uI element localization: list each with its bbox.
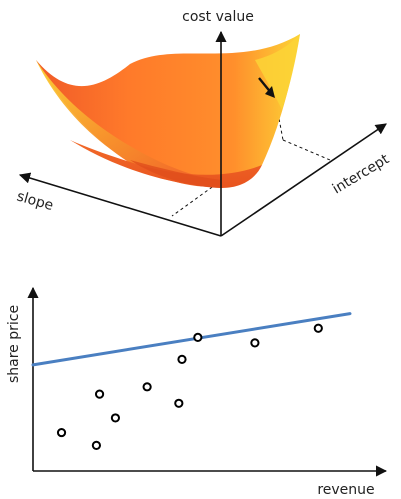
projection-guides [171,112,331,217]
scatter-point [174,398,184,408]
scatter-point [250,338,260,348]
scatter-points [56,323,323,450]
scatter-chart: revenue share price [6,286,388,498]
vertical-axis-label: cost value [182,9,254,25]
scatter-point [94,389,105,399]
scatter-y-label: share price [6,305,22,383]
surface-base [70,140,262,188]
scatter-point [91,440,102,450]
slope-axis [18,172,222,237]
surface-left-rim [36,60,222,187]
slope-axis-label: slope [15,188,55,214]
surface-axes [18,30,387,237]
scatter-point [142,382,152,392]
scatter-point [177,354,187,364]
arrow-down-right-icon [258,77,275,98]
scatter-axes [27,286,388,477]
scatter-point [193,332,203,343]
regression-line [31,312,352,367]
intercept-axis-label: intercept [330,151,393,197]
scatter-point [56,427,67,438]
surface-back [36,34,300,186]
cost-surface [36,34,300,188]
cost-surface-plot: cost value slope intercept [15,9,393,237]
surface-front-wall [130,160,222,188]
surface-highlight [255,34,300,110]
scatter-x-label: revenue [317,482,374,498]
scatter-point [313,323,323,333]
scatter-point [110,413,121,423]
intercept-axis [220,123,387,237]
